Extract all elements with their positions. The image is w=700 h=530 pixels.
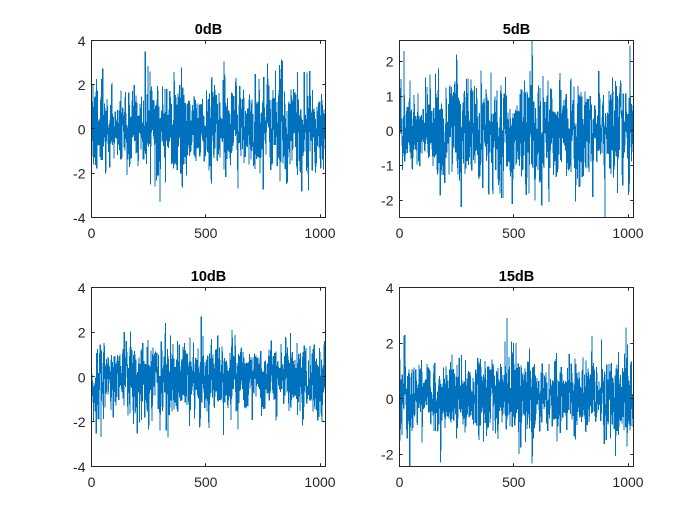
- svg-text:500: 500: [502, 474, 526, 490]
- svg-text:4: 4: [78, 33, 86, 49]
- svg-text:2: 2: [386, 54, 394, 70]
- svg-text:0: 0: [396, 474, 404, 490]
- svg-text:-2: -2: [73, 166, 86, 182]
- svg-text:2: 2: [78, 325, 86, 341]
- svg-text:1000: 1000: [612, 225, 643, 241]
- svg-text:500: 500: [502, 225, 526, 241]
- svg-text:-2: -2: [73, 414, 86, 430]
- svg-text:0: 0: [88, 225, 96, 241]
- svg-text:0: 0: [78, 121, 86, 137]
- svg-text:-4: -4: [73, 210, 86, 226]
- svg-text:2: 2: [386, 335, 394, 351]
- svg-text:500: 500: [194, 474, 218, 490]
- svg-text:10dB: 10dB: [191, 269, 226, 285]
- svg-text:0: 0: [386, 123, 394, 139]
- svg-text:1000: 1000: [304, 474, 335, 490]
- svg-text:4: 4: [78, 280, 86, 296]
- svg-text:0dB: 0dB: [195, 22, 222, 38]
- svg-text:-2: -2: [381, 192, 394, 208]
- svg-text:5dB: 5dB: [503, 22, 530, 38]
- svg-text:0: 0: [386, 391, 394, 407]
- svg-text:1000: 1000: [304, 225, 335, 241]
- svg-text:-1: -1: [381, 158, 394, 174]
- svg-text:0: 0: [88, 474, 96, 490]
- svg-text:15dB: 15dB: [499, 269, 534, 285]
- svg-text:1: 1: [386, 88, 394, 104]
- svg-text:0: 0: [78, 369, 86, 385]
- svg-text:0: 0: [396, 225, 404, 241]
- svg-text:500: 500: [194, 225, 218, 241]
- svg-text:2: 2: [78, 77, 86, 93]
- svg-text:-4: -4: [73, 459, 86, 475]
- svg-text:-2: -2: [381, 446, 394, 462]
- svg-text:1000: 1000: [612, 474, 643, 490]
- svg-text:4: 4: [386, 280, 394, 296]
